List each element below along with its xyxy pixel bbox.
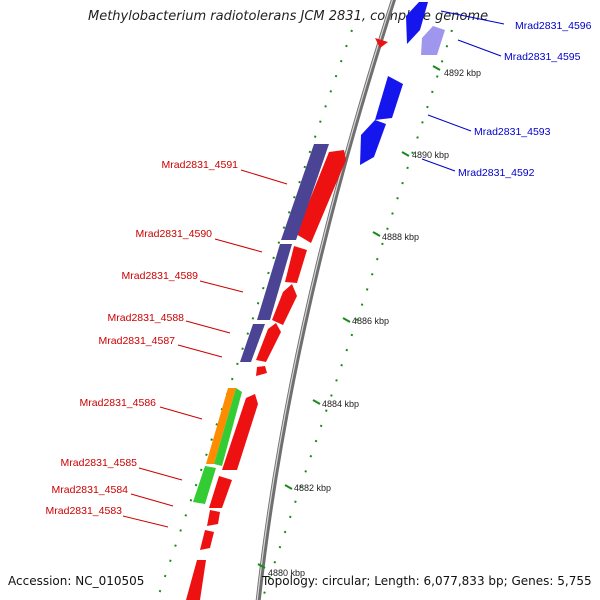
tick-4888 bbox=[372, 231, 381, 237]
gene-red-d[interactable] bbox=[256, 323, 281, 362]
scale-label-4880: 4880 kbp bbox=[268, 568, 305, 578]
tick-4884 bbox=[312, 399, 321, 405]
gene-green-1[interactable] bbox=[214, 388, 242, 466]
gene-4594[interactable] bbox=[375, 76, 403, 120]
tick-4892 bbox=[432, 65, 441, 71]
gene-red-i[interactable] bbox=[186, 560, 206, 600]
gene-red-h[interactable] bbox=[200, 530, 214, 550]
gene-rna-2[interactable] bbox=[257, 244, 292, 320]
gene-4595[interactable] bbox=[421, 26, 445, 55]
forward-strand-genes bbox=[186, 150, 346, 600]
scale-label-4882: 4882 kbp bbox=[294, 483, 331, 493]
tick-4882 bbox=[284, 484, 293, 490]
gene-label-4587[interactable]: Mrad2831_4587 bbox=[99, 335, 176, 347]
blue-leaders bbox=[421, 10, 505, 172]
rna-genes bbox=[193, 144, 329, 504]
red-gene-labels: Mrad2831_4591 Mrad2831_4590 Mrad2831_458… bbox=[46, 159, 239, 517]
gene-rna-1[interactable] bbox=[281, 144, 329, 240]
gene-label-4585[interactable]: Mrad2831_4585 bbox=[61, 457, 138, 469]
gene-rna-3[interactable] bbox=[240, 324, 265, 362]
gene-label-4589[interactable]: Mrad2831_4589 bbox=[122, 270, 199, 282]
scale-labels: 4892 kbp 4890 kbp 4888 kbp 4886 kbp 4884… bbox=[268, 68, 481, 578]
gene-label-4593[interactable]: Mrad2831_4593 bbox=[474, 126, 551, 138]
gene-red-g[interactable] bbox=[207, 510, 220, 526]
gene-label-4583[interactable]: Mrad2831_4583 bbox=[46, 505, 123, 517]
gene-red-e[interactable] bbox=[222, 394, 258, 470]
blue-gene-labels: Mrad2831_4596 Mrad2831_4595 Mrad2831_459… bbox=[458, 20, 592, 179]
gene-red-a[interactable] bbox=[296, 150, 346, 243]
reverse-strand-genes bbox=[360, 2, 445, 165]
gene-orange[interactable] bbox=[206, 388, 236, 464]
scale-label-4886: 4886 kbp bbox=[352, 316, 389, 326]
tick-4886 bbox=[342, 317, 351, 323]
gene-4592-small[interactable] bbox=[375, 38, 388, 48]
gene-label-4592[interactable]: Mrad2831_4592 bbox=[458, 167, 535, 179]
gene-label-4590[interactable]: Mrad2831_4590 bbox=[136, 228, 213, 240]
scale-label-4892: 4892 kbp bbox=[444, 68, 481, 78]
tick-4880 bbox=[257, 563, 266, 569]
gene-label-4584[interactable]: Mrad2831_4584 bbox=[52, 484, 129, 496]
gene-4593[interactable] bbox=[360, 120, 386, 165]
tick-4890 bbox=[401, 151, 410, 157]
gene-red-f[interactable] bbox=[209, 476, 232, 508]
gene-red-c[interactable] bbox=[272, 284, 297, 325]
gene-label-4586[interactable]: Mrad2831_4586 bbox=[80, 397, 157, 409]
scale-ticks bbox=[257, 65, 441, 569]
gene-label-4596[interactable]: Mrad2831_4596 bbox=[515, 20, 592, 32]
scale-label-4884: 4884 kbp bbox=[322, 399, 359, 409]
genome-backbone bbox=[255, 0, 396, 600]
gene-red-b[interactable] bbox=[285, 246, 307, 283]
gene-4596[interactable] bbox=[406, 2, 428, 44]
gene-green-2[interactable] bbox=[193, 466, 216, 504]
scale-label-4890: 4890 kbp bbox=[412, 150, 449, 160]
red-leaders bbox=[122, 169, 288, 528]
gene-label-4591[interactable]: Mrad2831_4591 bbox=[162, 159, 239, 171]
topology-label: Topology: circular; Length: 6,077,833 bp… bbox=[262, 574, 592, 588]
scale-label-4888: 4888 kbp bbox=[382, 232, 419, 242]
gene-label-4595[interactable]: Mrad2831_4595 bbox=[504, 51, 581, 63]
gene-red-small[interactable] bbox=[256, 366, 267, 376]
track-guides bbox=[156, 29, 453, 600]
accession-label: Accession: NC_010505 bbox=[8, 574, 145, 588]
gene-label-4588[interactable]: Mrad2831_4588 bbox=[108, 312, 185, 324]
